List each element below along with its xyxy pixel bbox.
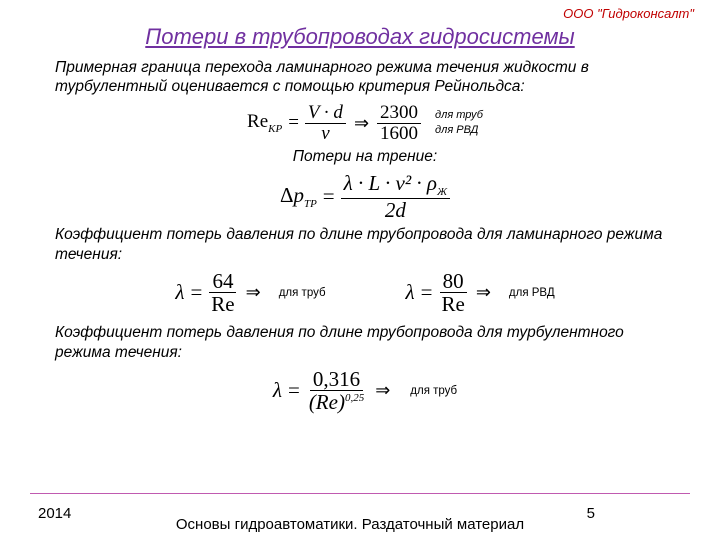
paragraph-intro: Примерная граница перехода ламинарного р…	[55, 58, 675, 97]
company-label: ООО "Гидроконсалт"	[563, 6, 694, 21]
turb-den-exp: 0,25	[345, 392, 364, 404]
dp-num-sub: Ж	[437, 186, 447, 198]
re-den2: 1600	[377, 124, 421, 144]
re-symbol: Re	[247, 111, 268, 132]
lam-left-label: для труб	[279, 287, 326, 299]
lam-left-den: Re	[208, 293, 237, 315]
dp-sub: TP	[304, 198, 317, 210]
re-num2: 2300	[377, 103, 421, 124]
footer-page-number: 5	[587, 505, 595, 522]
re-num1: V · d	[305, 103, 346, 124]
friction-heading: Потери на трение:	[55, 148, 675, 166]
slide-title: Потери в трубопроводах гидросистемы	[0, 24, 720, 50]
footer-divider	[30, 493, 690, 495]
lambda-turbulent-formula: λ= 0,316 (Re)0,25 ⇒ для труб	[55, 368, 675, 413]
re-den1: ν	[318, 124, 332, 144]
turb-den-base: (Re)	[309, 390, 345, 414]
dp-den: 2d	[382, 199, 409, 221]
lam-right-den: Rе	[439, 293, 468, 315]
lam-right-num: 80	[440, 270, 467, 293]
re-label-pipes: для труб	[435, 108, 483, 123]
footer-title: Основы гидроавтоматики. Раздаточный мате…	[160, 516, 540, 534]
turb-num: 0,316	[310, 368, 363, 391]
lam-right-label: для РВД	[509, 287, 555, 299]
lambda-laminar-row: λ= 64 Re ⇒ для труб λ= 80 Rе ⇒	[55, 270, 675, 315]
paragraph-laminar: Коэффициент потерь давления по длине тру…	[55, 225, 675, 264]
re-sub: KP	[268, 123, 282, 135]
friction-formula: ΔpTP = λ · L · v² · ρЖ 2d	[55, 172, 675, 222]
slide-body: Примерная граница перехода ламинарного р…	[55, 58, 675, 417]
reynolds-formula: ReKP = V · d ν ⇒ 2300 1600 для труб для …	[55, 103, 675, 144]
re-label-rvd: для РВД	[435, 123, 483, 138]
dp-num: λ · L · v² · ρ	[344, 171, 437, 195]
lam-left-num: 64	[209, 270, 236, 293]
footer-year: 2014	[38, 505, 71, 522]
paragraph-turbulent: Коэффициент потерь давления по длине тру…	[55, 323, 675, 362]
turb-label: для труб	[410, 385, 457, 397]
